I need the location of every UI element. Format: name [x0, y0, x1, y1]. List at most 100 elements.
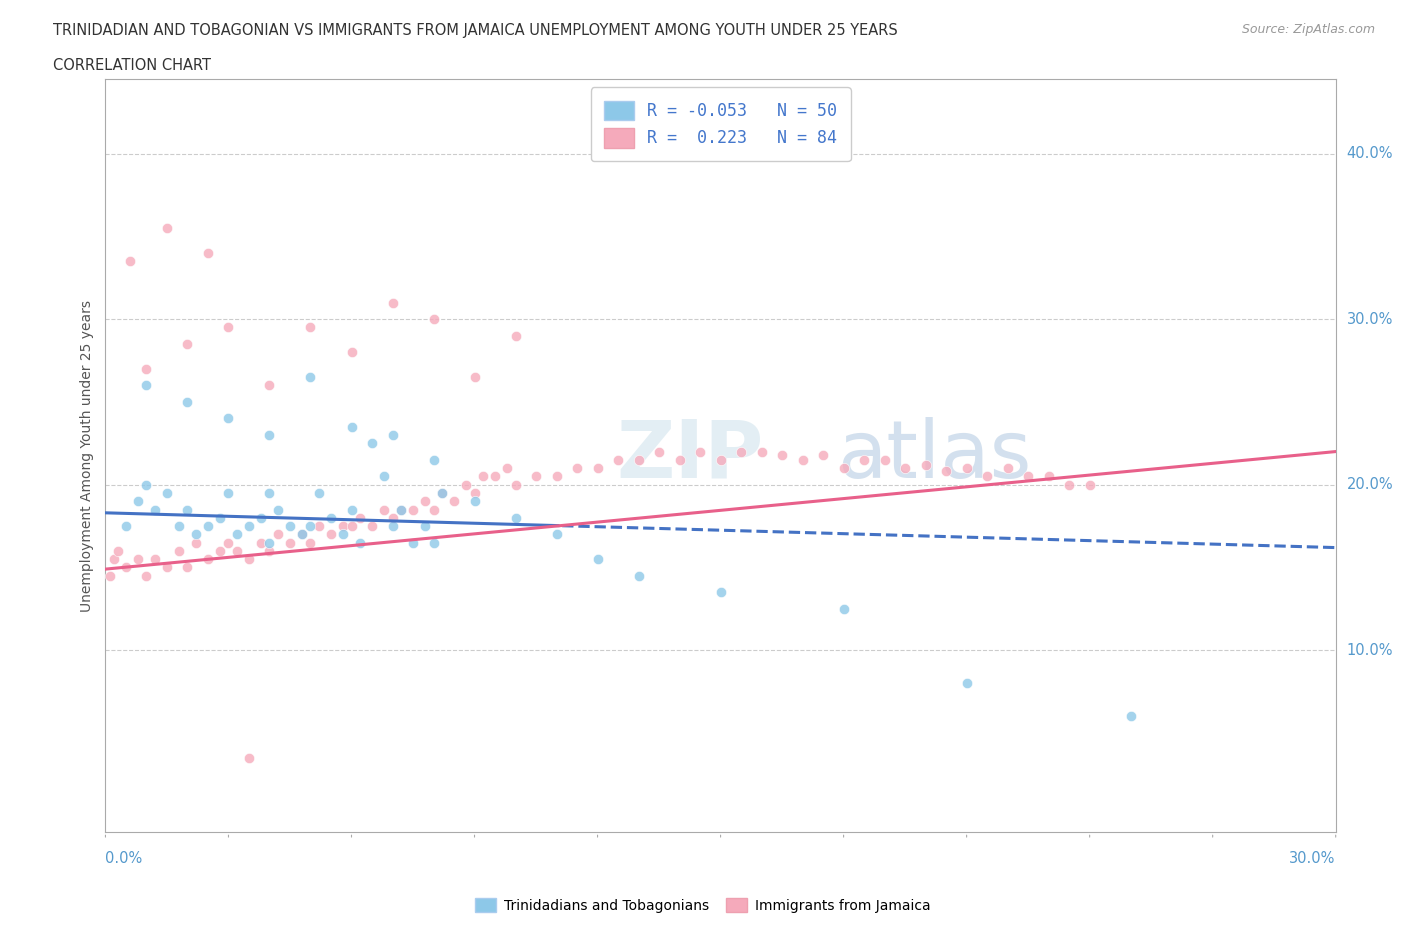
- Point: [209, 511, 232, 525]
- Point: [299, 320, 322, 335]
- Point: [340, 502, 363, 517]
- Point: [751, 445, 773, 459]
- Point: [464, 485, 486, 500]
- Point: [107, 543, 129, 558]
- Point: [176, 560, 198, 575]
- Point: [464, 494, 486, 509]
- Point: [361, 436, 384, 451]
- Point: [415, 519, 437, 534]
- Point: [546, 527, 568, 542]
- Point: [340, 419, 363, 434]
- Point: [197, 519, 219, 534]
- Point: [689, 445, 711, 459]
- Point: [340, 345, 363, 360]
- Point: [135, 362, 157, 377]
- Point: [156, 220, 179, 235]
- Point: [218, 535, 240, 550]
- Point: [668, 452, 690, 467]
- Point: [278, 519, 301, 534]
- Point: [184, 535, 207, 550]
- Point: [976, 469, 998, 484]
- Point: [250, 511, 273, 525]
- Point: [332, 519, 354, 534]
- Point: [267, 502, 290, 517]
- Point: [464, 369, 486, 384]
- Point: [238, 519, 260, 534]
- Point: [997, 460, 1019, 475]
- Text: 30.0%: 30.0%: [1347, 312, 1393, 326]
- Point: [156, 485, 179, 500]
- Point: [308, 519, 330, 534]
- Point: [546, 469, 568, 484]
- Point: [956, 460, 979, 475]
- Y-axis label: Unemployment Among Youth under 25 years: Unemployment Among Youth under 25 years: [80, 299, 94, 612]
- Point: [197, 551, 219, 566]
- Point: [197, 246, 219, 260]
- Point: [832, 460, 855, 475]
- Point: [349, 535, 371, 550]
- Text: 30.0%: 30.0%: [1289, 851, 1336, 866]
- Point: [422, 502, 444, 517]
- Point: [218, 485, 240, 500]
- Point: [127, 551, 149, 566]
- Point: [332, 527, 354, 542]
- Point: [710, 452, 733, 467]
- Point: [607, 452, 630, 467]
- Point: [430, 485, 453, 500]
- Point: [730, 445, 752, 459]
- Point: [381, 511, 404, 525]
- Point: [299, 519, 322, 534]
- Point: [361, 519, 384, 534]
- Point: [770, 447, 793, 462]
- Point: [505, 477, 527, 492]
- Point: [381, 428, 404, 443]
- Point: [430, 485, 453, 500]
- Point: [259, 428, 281, 443]
- Point: [135, 568, 157, 583]
- Point: [299, 535, 322, 550]
- Point: [422, 535, 444, 550]
- Point: [143, 502, 166, 517]
- Point: [422, 312, 444, 326]
- Point: [422, 452, 444, 467]
- Point: [1057, 477, 1080, 492]
- Point: [1078, 477, 1101, 492]
- Point: [565, 460, 588, 475]
- Point: [115, 519, 138, 534]
- Point: [218, 411, 240, 426]
- Point: [238, 751, 260, 765]
- Point: [143, 551, 166, 566]
- Point: [935, 464, 957, 479]
- Point: [402, 502, 425, 517]
- Text: atlas: atlas: [838, 417, 1032, 495]
- Point: [1038, 469, 1060, 484]
- Point: [505, 511, 527, 525]
- Point: [496, 460, 519, 475]
- Text: ZIP: ZIP: [616, 417, 763, 495]
- Point: [135, 477, 157, 492]
- Point: [1119, 709, 1142, 724]
- Point: [259, 378, 281, 392]
- Point: [135, 378, 157, 392]
- Point: [381, 519, 404, 534]
- Point: [853, 452, 876, 467]
- Point: [914, 458, 936, 472]
- Point: [176, 502, 198, 517]
- Point: [1017, 469, 1039, 484]
- Point: [156, 560, 179, 575]
- Point: [894, 460, 917, 475]
- Point: [832, 602, 855, 617]
- Point: [115, 560, 138, 575]
- Point: [218, 320, 240, 335]
- Point: [120, 254, 141, 269]
- Point: [176, 337, 198, 352]
- Text: Source: ZipAtlas.com: Source: ZipAtlas.com: [1241, 23, 1375, 36]
- Point: [319, 527, 342, 542]
- Point: [250, 535, 273, 550]
- Point: [586, 460, 609, 475]
- Point: [627, 452, 650, 467]
- Point: [710, 585, 733, 600]
- Point: [291, 527, 314, 542]
- Point: [471, 469, 494, 484]
- Text: 20.0%: 20.0%: [1347, 477, 1393, 492]
